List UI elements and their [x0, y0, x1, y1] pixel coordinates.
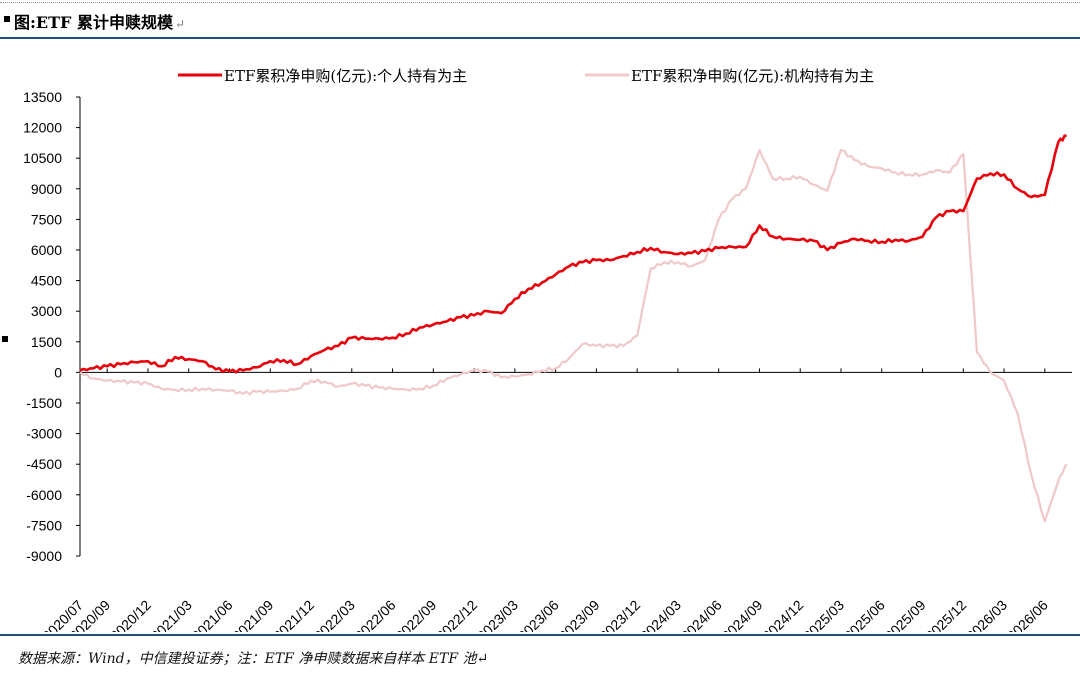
y-tick-label: -9000: [26, 548, 62, 564]
source-note: 数据来源：Wind，中信建投证券；注：ETF 净申赎数据来自样本 ETF 池↵: [18, 651, 489, 667]
x-tick-label: 2026/06: [1004, 597, 1051, 632]
y-tick-label: 7500: [31, 211, 62, 227]
x-tick-label: 2023/09: [555, 597, 602, 632]
side-bullet-icon: [2, 336, 8, 342]
title-rule: [0, 37, 1080, 39]
y-tick-label: -1500: [26, 395, 62, 411]
x-tick-label: 2024/09: [718, 597, 765, 632]
figure-title-text: 图:ETF 累计申赎规模: [14, 13, 173, 32]
figure-header: 图:ETF 累计申赎规模 ↵: [0, 6, 1080, 36]
y-tick-label: 9000: [31, 181, 62, 197]
figure-title: 图:ETF 累计申赎规模 ↵: [14, 9, 185, 33]
x-tick-label: 2025/06: [841, 597, 888, 632]
legend-label-institutional: ETF累积净申购(亿元):机构持有为主: [631, 67, 874, 85]
y-tick-label: -7500: [26, 517, 62, 533]
x-tick-label: 2022/12: [433, 597, 480, 632]
y-tick-label: -3000: [26, 426, 62, 442]
x-tick-label: 2021/03: [148, 597, 195, 632]
legend-label-individual: ETF累积净申购(亿元):个人持有为主: [224, 67, 467, 85]
y-tick-label: 3000: [31, 303, 62, 319]
x-tick-label: 2022/09: [392, 597, 439, 632]
title-bullet-icon: [4, 16, 10, 22]
footer-rule: [0, 634, 1080, 636]
x-tick-label: 2023/03: [474, 597, 521, 632]
series-line-individual: [79, 134, 1067, 374]
y-tick-label: 0: [54, 364, 62, 380]
chart-series: [79, 134, 1068, 523]
x-tick-label: 2025/12: [922, 597, 969, 632]
y-axis: 13500 12000 10500 9000 7500 6000 4500 3000 1500 0…: [23, 89, 81, 564]
chart-legend: ETF累积净申购(亿元):个人持有为主 ETF累积净申购(亿元):机构持有为主: [178, 67, 874, 85]
y-tick-label: 4500: [31, 273, 62, 289]
y-tick-label: 12000: [23, 120, 62, 136]
y-tick-label: 10500: [23, 150, 62, 166]
x-tick-label: 2022/06: [352, 597, 399, 632]
y-tick-label: 1500: [31, 334, 62, 350]
series-line-institutional: [79, 148, 1068, 523]
x-axis: 2020/072020/092020/122021/032021/062021/…: [39, 368, 1072, 632]
x-tick-label: 2021/09: [229, 597, 276, 632]
x-tick-label: 2025/09: [882, 597, 929, 632]
x-tick-label: 2026/03: [963, 597, 1010, 632]
x-tick-label: 2024/03: [637, 597, 684, 632]
y-tick-label: -6000: [26, 487, 62, 503]
top-dotted-border: [0, 2, 1080, 3]
x-tick-label: 2025/03: [800, 597, 847, 632]
x-tick-label: 2020/12: [107, 597, 154, 632]
y-tick-label: -4500: [26, 456, 62, 472]
x-tick-label: 2023/06: [515, 597, 562, 632]
cumulative-net-subscription-chart: ETF累积净申购(亿元):个人持有为主 ETF累积净申购(亿元):机构持有为主 1…: [23, 67, 1072, 632]
y-tick-label: 6000: [31, 242, 62, 258]
x-tick-label: 2021/12: [270, 597, 317, 632]
x-tick-label: 2022/03: [311, 597, 358, 632]
x-tick-label: 2024/12: [759, 597, 806, 632]
x-tick-label: 2024/06: [678, 597, 725, 632]
y-tick-label: 13500: [23, 89, 62, 105]
return-mark-icon: ↵: [174, 17, 186, 31]
x-tick-label: 2021/06: [189, 597, 236, 632]
x-tick-label: 2023/12: [596, 597, 643, 632]
